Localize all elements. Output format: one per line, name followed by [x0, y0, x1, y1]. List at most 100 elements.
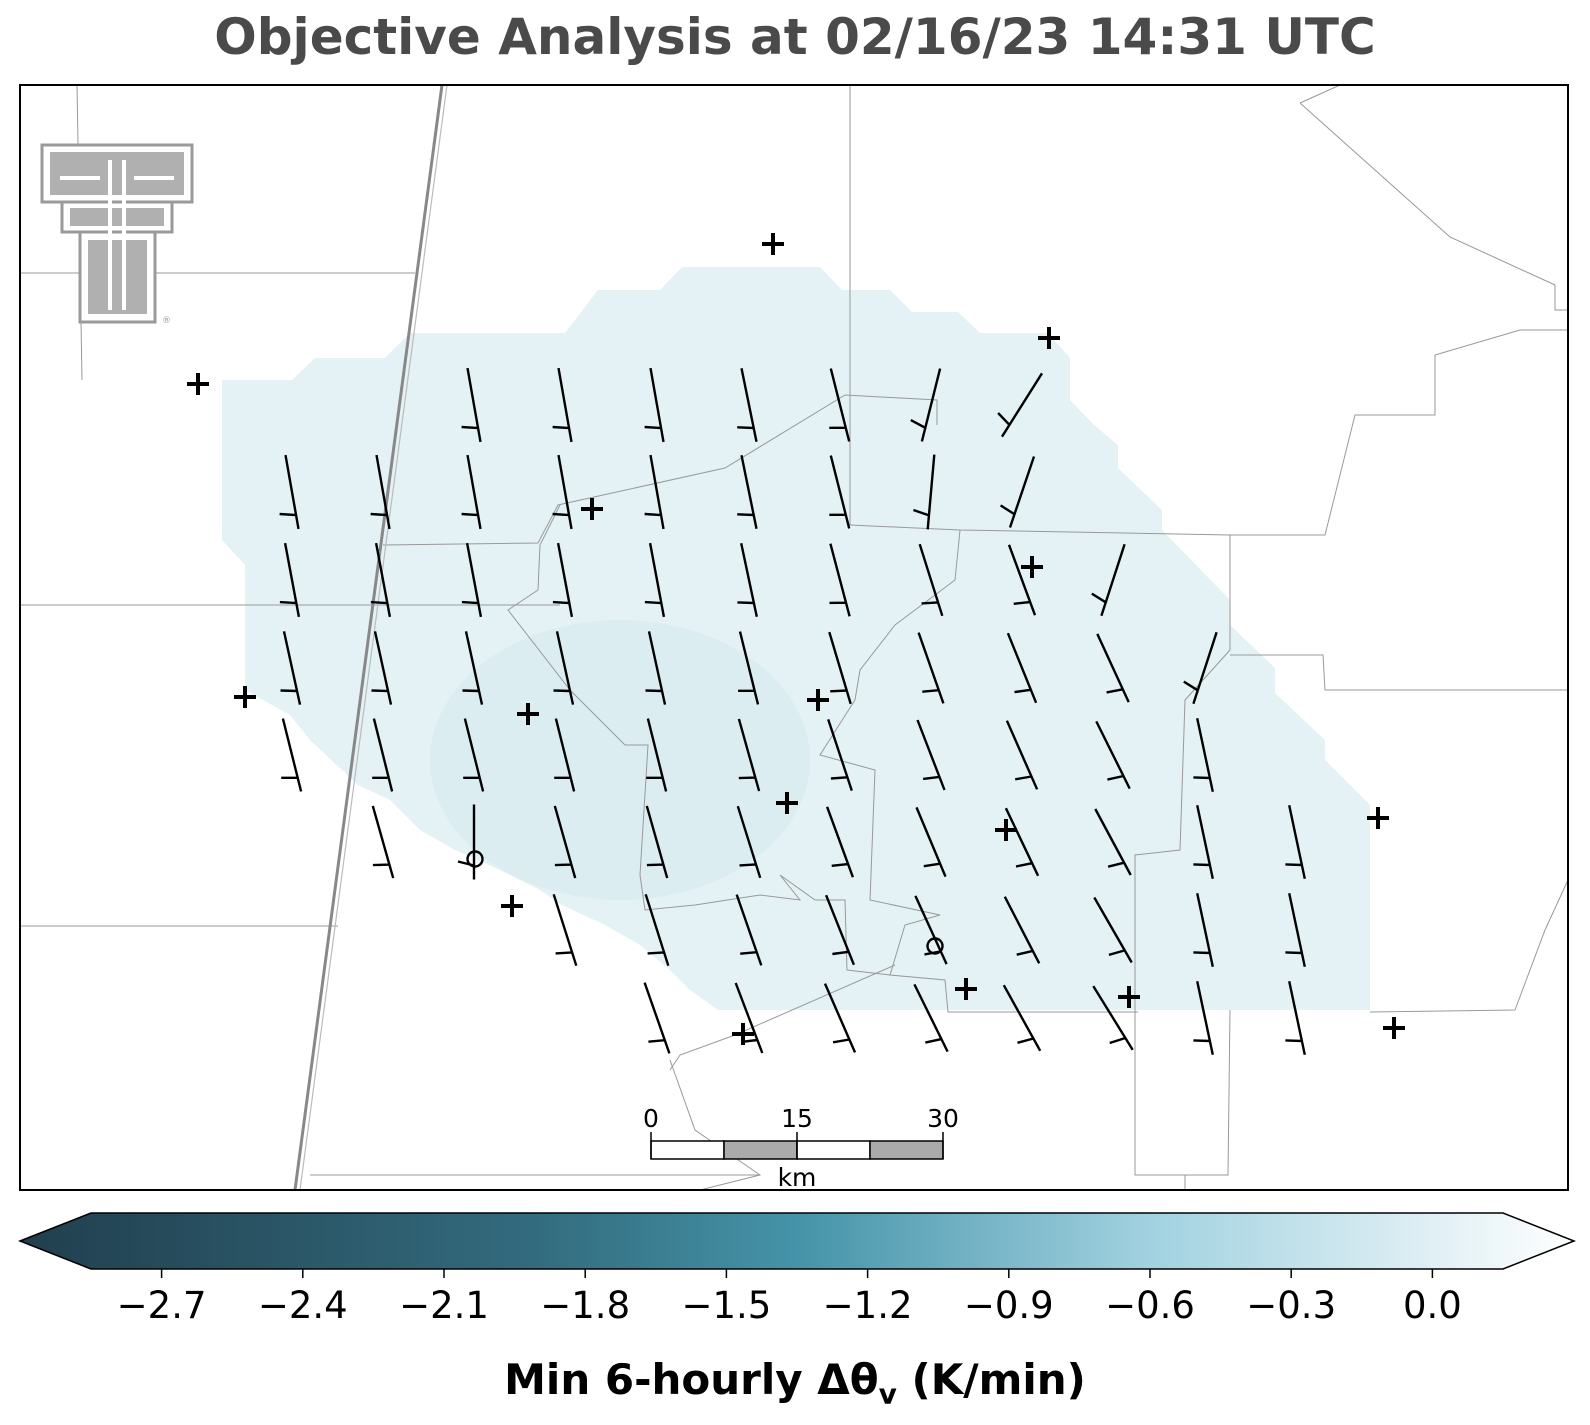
- wind-barb: [735, 894, 763, 966]
- highway-line-edge: [299, 85, 448, 1190]
- station-plus-marker: [187, 373, 209, 395]
- logo-registered-mark: ®: [162, 316, 171, 326]
- station-calm-marker: [926, 937, 944, 955]
- scale-bar-tick-15: 15: [781, 1104, 813, 1133]
- wind-barb: [916, 719, 946, 791]
- wind-barb: [1007, 544, 1037, 616]
- wind-barb: [554, 718, 576, 792]
- station-plus-marker: [995, 819, 1017, 841]
- station-plus-marker: [1038, 327, 1060, 349]
- wind-barb: [644, 367, 665, 443]
- wind-barbs: [279, 367, 1306, 1055]
- county-boundaries: [20, 85, 1568, 1190]
- colorbar-tick-label: −2.4: [258, 1284, 348, 1327]
- wind-barb: [280, 631, 302, 705]
- colorbar-tick-label: −0.9: [964, 1284, 1054, 1327]
- wind-barb: [828, 631, 852, 705]
- wind-barb: [461, 454, 482, 530]
- wind-barb: [997, 372, 1044, 438]
- wind-barb: [644, 542, 666, 618]
- wind-barb: [281, 718, 303, 792]
- wind-barb: [644, 454, 665, 530]
- station-plus-marker: [732, 1023, 754, 1045]
- wind-barb: [461, 367, 482, 443]
- colorbar-label-subscript: v: [878, 1377, 897, 1411]
- wind-barb: [829, 455, 851, 529]
- wind-barb: [737, 718, 761, 792]
- scale-bar-tick-0: 0: [643, 1104, 659, 1133]
- wind-barb: [999, 456, 1036, 528]
- scale-bar-unit: km: [778, 1163, 817, 1192]
- wind-barb: [1183, 631, 1218, 705]
- colorbar-label-units: (K/min): [896, 1355, 1086, 1404]
- colorbar-tick-label: −2.7: [117, 1284, 207, 1327]
- colorbar-tick-label: −1.2: [823, 1284, 913, 1327]
- wind-barb: [913, 454, 936, 530]
- wind-barb: [1193, 893, 1214, 967]
- wind-barb: [1004, 807, 1040, 877]
- wind-barb: [462, 631, 484, 705]
- wind-barb: [827, 719, 853, 791]
- analysis-inner-shade: [430, 620, 810, 900]
- wind-barb: [829, 368, 851, 442]
- colorbar-tick-label: −0.3: [1246, 1284, 1336, 1327]
- wind-barb: [823, 983, 857, 1053]
- wind-barb: [736, 805, 762, 879]
- scale-bar-tick-30: 30: [927, 1104, 959, 1133]
- wind-barb: [1285, 805, 1306, 879]
- wind-barb: [372, 718, 394, 792]
- colorbar-label-main: Min 6-hourly Δθ: [504, 1355, 879, 1404]
- station-plus-marker: [1383, 1017, 1405, 1039]
- wind-barb: [552, 893, 578, 967]
- wind-barb: [1285, 981, 1306, 1055]
- map-title: Objective Analysis at 02/16/23 14:31 UTC: [214, 8, 1376, 66]
- wind-barb: [371, 631, 393, 705]
- station-plus-marker: [1118, 986, 1140, 1008]
- wind-barb: [553, 631, 575, 705]
- colorbar-tick-label: 0.0: [1403, 1284, 1462, 1327]
- colorbar-tick-label: −0.6: [1105, 1284, 1195, 1327]
- wind-barb: [644, 893, 670, 967]
- station-plus-marker: [807, 689, 829, 711]
- wind-barb: [1092, 985, 1134, 1051]
- colorbar-tick-label: −2.1: [399, 1284, 489, 1327]
- station-plus-marker: [776, 792, 798, 814]
- station-plus-marker: [762, 233, 784, 255]
- wind-barb: [1285, 893, 1306, 967]
- wind-barb: [645, 631, 667, 705]
- station-plus-marker: [581, 498, 603, 520]
- wind-barb: [1193, 981, 1214, 1055]
- wind-barb: [371, 805, 395, 879]
- wind-barb: [1093, 896, 1133, 964]
- wind-barb: [552, 542, 574, 618]
- wind-barb: [1095, 720, 1131, 790]
- double-t-logo: [40, 143, 194, 324]
- wind-barb: [918, 543, 944, 617]
- station-plus-marker: [1021, 556, 1043, 578]
- wind-barb: [1002, 984, 1042, 1052]
- colorbar: [17, 1212, 1577, 1270]
- wind-barb: [1193, 718, 1214, 792]
- wind-barb: [737, 454, 758, 530]
- wind-barb: [1006, 632, 1038, 704]
- wind-barb: [279, 542, 301, 618]
- station-plus-marker: [1367, 807, 1389, 829]
- wind-barb: [1193, 805, 1214, 879]
- station-plus-marker: [517, 703, 539, 725]
- wind-barb: [370, 542, 392, 618]
- station-markers: [187, 233, 1405, 1045]
- wind-barb: [552, 367, 573, 443]
- wind-barb: [915, 806, 947, 878]
- wind-barb: [463, 718, 485, 792]
- wind-barb: [825, 806, 855, 878]
- station-plus-marker: [955, 978, 977, 1000]
- colorbar-tick-label: −1.8: [540, 1284, 630, 1327]
- wind-barb: [553, 805, 577, 879]
- wind-barb: [829, 543, 851, 617]
- station-plus-marker: [234, 686, 256, 708]
- wind-barb: [910, 368, 942, 442]
- wind-barb: [824, 894, 856, 966]
- wind-barb: [643, 982, 671, 1054]
- scale-bar: 0 15 30 km: [643, 1104, 959, 1192]
- wind-barb: [552, 454, 573, 530]
